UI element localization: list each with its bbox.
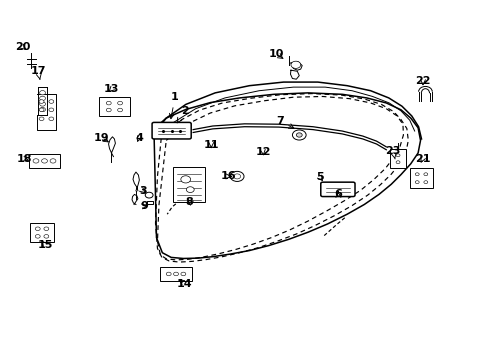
Circle shape [44, 227, 49, 230]
Circle shape [49, 100, 54, 103]
FancyBboxPatch shape [172, 167, 204, 202]
Text: 20: 20 [15, 42, 30, 52]
FancyBboxPatch shape [320, 182, 354, 197]
FancyBboxPatch shape [30, 223, 54, 242]
Circle shape [423, 173, 427, 176]
Text: 11: 11 [203, 140, 219, 150]
Circle shape [166, 272, 171, 276]
Circle shape [35, 235, 40, 238]
FancyBboxPatch shape [152, 122, 191, 139]
FancyBboxPatch shape [389, 149, 405, 168]
Circle shape [39, 117, 44, 121]
Circle shape [40, 107, 45, 112]
Circle shape [39, 100, 44, 103]
Text: 14: 14 [177, 279, 192, 289]
FancyBboxPatch shape [409, 168, 432, 188]
Text: 19: 19 [94, 132, 109, 143]
Circle shape [233, 174, 240, 179]
Circle shape [40, 91, 45, 95]
Circle shape [40, 96, 45, 100]
Circle shape [414, 173, 418, 176]
Circle shape [181, 272, 185, 276]
Text: 12: 12 [255, 147, 270, 157]
Text: 2: 2 [177, 106, 188, 123]
Circle shape [296, 133, 302, 137]
Text: 6: 6 [334, 189, 342, 199]
Text: 9: 9 [140, 201, 148, 211]
Text: 3: 3 [139, 186, 146, 196]
Text: 16: 16 [221, 171, 236, 181]
FancyBboxPatch shape [29, 154, 60, 168]
Text: 21: 21 [414, 154, 429, 164]
Circle shape [118, 108, 122, 112]
Circle shape [49, 108, 54, 112]
Circle shape [173, 272, 178, 276]
Circle shape [414, 181, 418, 184]
Circle shape [106, 108, 111, 112]
Circle shape [33, 159, 39, 163]
Circle shape [50, 159, 56, 163]
Text: 23: 23 [385, 146, 400, 159]
Circle shape [292, 130, 305, 140]
Text: 5: 5 [315, 172, 323, 182]
Text: 22: 22 [414, 76, 430, 86]
Circle shape [44, 235, 49, 238]
Circle shape [395, 154, 399, 157]
Circle shape [230, 171, 244, 181]
FancyBboxPatch shape [160, 267, 191, 281]
Circle shape [106, 101, 111, 105]
Text: 1: 1 [169, 92, 179, 119]
Circle shape [290, 61, 300, 68]
Text: 17: 17 [30, 66, 46, 79]
Circle shape [118, 101, 122, 105]
Circle shape [145, 192, 153, 198]
Circle shape [40, 102, 45, 106]
Text: 18: 18 [17, 154, 32, 164]
Circle shape [41, 159, 47, 163]
FancyBboxPatch shape [99, 97, 129, 116]
Circle shape [49, 117, 54, 121]
Text: 15: 15 [37, 240, 53, 250]
Text: 8: 8 [185, 197, 193, 207]
Text: 7: 7 [275, 116, 293, 129]
Text: 10: 10 [268, 49, 284, 59]
Text: 4: 4 [135, 132, 143, 143]
Circle shape [395, 161, 399, 164]
Circle shape [35, 227, 40, 230]
Circle shape [181, 176, 190, 183]
Circle shape [423, 181, 427, 184]
Circle shape [186, 187, 194, 193]
Circle shape [39, 108, 44, 112]
Text: 13: 13 [103, 84, 119, 94]
